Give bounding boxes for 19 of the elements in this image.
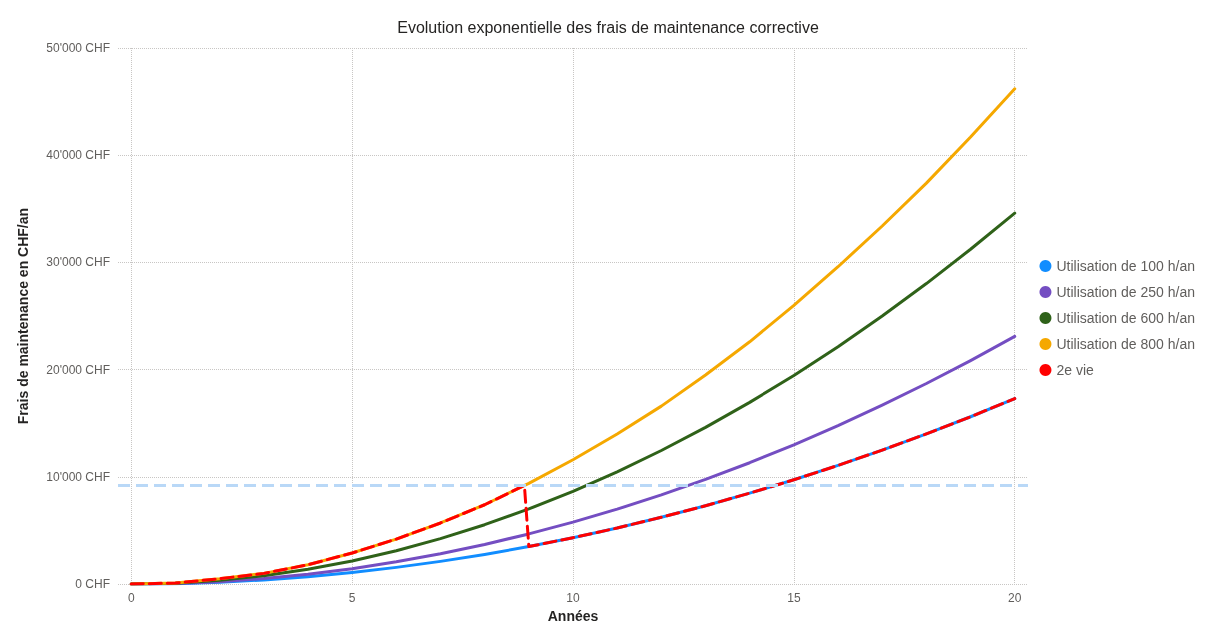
x-tick-label: 0	[127, 591, 135, 606]
y-tick-label: 0 CHF	[75, 577, 110, 592]
y-tick-label: 50'000 CHF	[46, 41, 110, 55]
y-tick-label: 40'000 CHF	[46, 148, 110, 163]
y-tick-label: 20'000 CHF	[46, 362, 110, 377]
legend-label: Utilisation de 800 h/an	[1056, 336, 1196, 352]
legend-label: Utilisation de 100 h/an	[1056, 258, 1196, 274]
legend-label: Utilisation de 600 h/an	[1056, 310, 1196, 326]
chart-title: Evolution exponentielle des frais de maintenance corrective	[397, 18, 819, 36]
legend-label: 2e vie	[1056, 362, 1095, 378]
y-axis-title: Frais de maintenance en CHF/an	[15, 207, 31, 425]
x-axis-title: Années	[547, 608, 599, 624]
x-tick-label: 10	[566, 591, 580, 606]
y-tick-label: 10'000 CHF	[46, 469, 110, 484]
x-tick-label: 15	[787, 591, 801, 606]
y-tick-label: 30'000 CHF	[46, 255, 110, 270]
legend-label: Utilisation de 250 h/an	[1056, 284, 1196, 300]
x-tick-label: 5	[348, 591, 356, 606]
x-tick-label: 20	[1008, 591, 1022, 606]
